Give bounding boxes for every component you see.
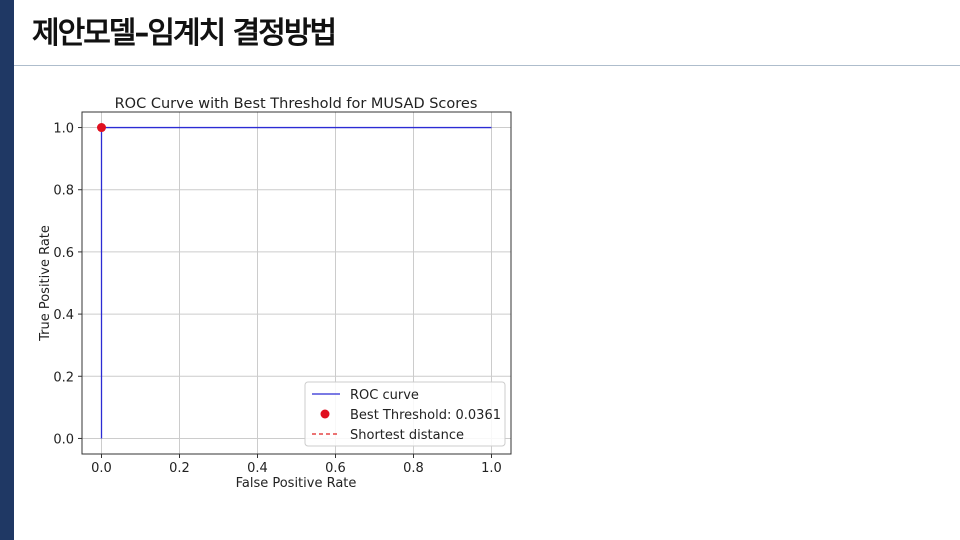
y-axis-label: True Positive Rate (38, 225, 53, 342)
y-tick-label: 0.6 (53, 246, 74, 261)
x-tick-label: 0.2 (169, 461, 190, 476)
plot-area-frame (81, 111, 512, 455)
chart-legend: ROC curve Best Threshold: 0.0361 Shortest … (304, 381, 506, 447)
x-tick-label: 0.0 (91, 461, 112, 476)
chart-series (97, 123, 492, 439)
x-tick-label: 0.8 (403, 461, 424, 476)
legend-box (304, 381, 506, 447)
x-tick-label: 0.6 (325, 461, 346, 476)
legend-label: Best Threshold: 0.0361 (350, 408, 501, 423)
y-tick-label: 0.4 (53, 308, 74, 323)
best-threshold-point (97, 123, 106, 133)
y-tick-label: 0.8 (53, 184, 74, 199)
y-tick-label: 0.2 (53, 370, 74, 385)
y-tick-label: 1.0 (53, 122, 74, 137)
x-tick-label: 0.4 (247, 461, 268, 476)
x-axis-label: False Positive Rate (236, 476, 357, 491)
legend-marker-best-threshold (320, 409, 330, 419)
slide-title: 제안모델–임계치 결정방법 (32, 16, 337, 51)
title-divider (14, 65, 960, 66)
legend-label: ROC curve (350, 388, 419, 403)
x-tick-label: 1.0 (481, 461, 502, 476)
y-tick-label: 0.0 (53, 432, 74, 447)
legend-label: Shortest distance (350, 428, 464, 443)
axis-ticks: 0.0 0.2 0.4 0.6 0.8 1.0 0.0 0.2 0.4 0.6 0.8 1.0 (53, 122, 502, 476)
slide-accent-bar (0, 0, 14, 540)
chart-title: ROC Curve with Best Threshold for MUSAD … (115, 96, 478, 112)
